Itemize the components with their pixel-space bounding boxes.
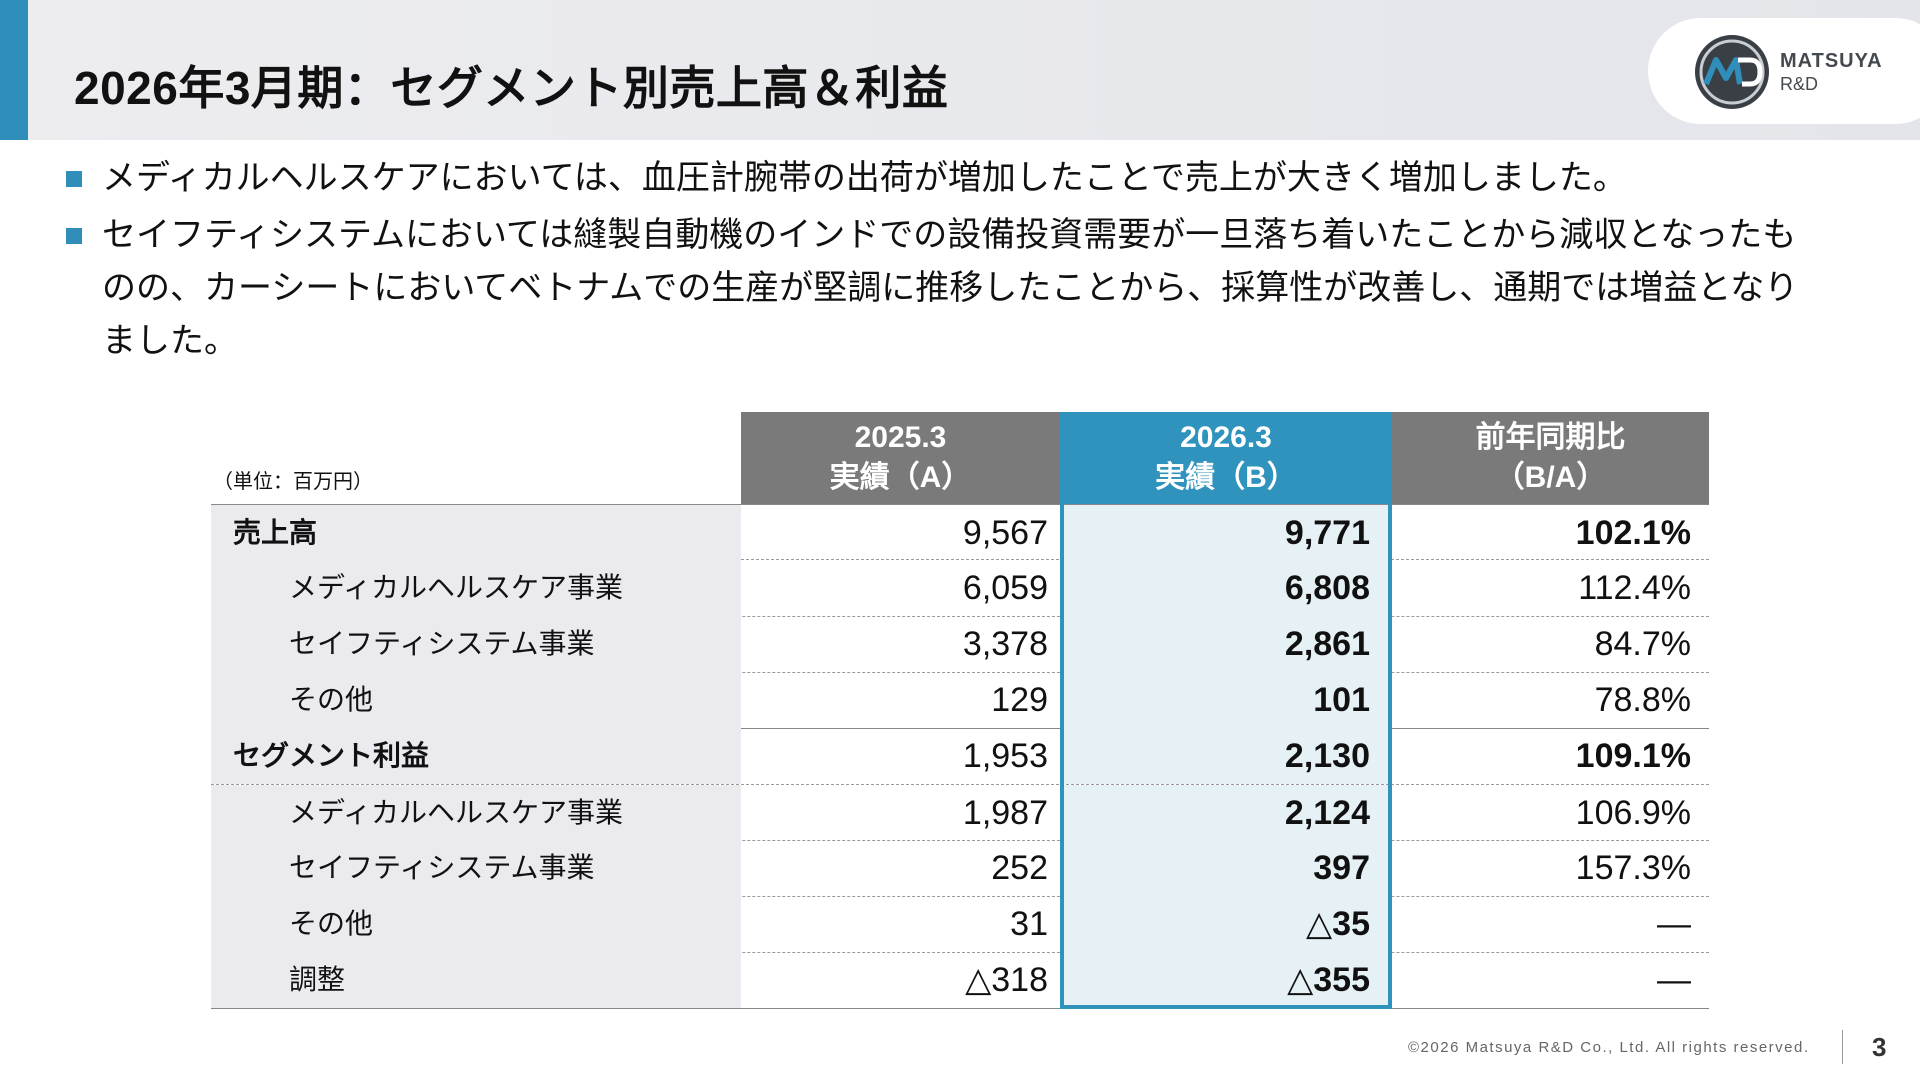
value-fy2026: △355 — [1060, 952, 1392, 1008]
value-fy2026: △35 — [1060, 896, 1392, 952]
table-row: セイフティシステム事業 252 397 157.3% — [211, 840, 1709, 897]
company-logo: MATSUYA R&D — [1648, 18, 1920, 124]
table-row: 売上高 9,567 9,771 102.1% — [211, 504, 1709, 561]
table-row: その他 129 101 78.8% — [211, 672, 1709, 729]
header-yoy-title: 前年同期比 — [1475, 421, 1626, 454]
square-bullet-icon — [66, 171, 82, 187]
header-band: 2026年3月期：セグメント別売上高＆利益 MATSUYA R&D — [0, 0, 1920, 140]
value-fy2025: 252 — [991, 849, 1048, 887]
value-yoy: 109.1% — [1575, 737, 1691, 775]
value-yoy: 102.1% — [1575, 514, 1691, 552]
value-fy2025: 9,567 — [962, 514, 1048, 552]
value-yoy: 157.3% — [1575, 849, 1691, 887]
summary-bullets: メディカルヘルスケアにおいては、血圧計腕帯の出荷が増加したことで売上が大きく増加… — [62, 152, 1822, 372]
table-row: セイフティシステム事業 3,378 2,861 84.7% — [211, 616, 1709, 673]
copyright-text: ©2026 Matsuya R&D Co., Ltd. All rights r… — [1408, 1039, 1810, 1056]
table-header: 2025.3 実績（A） 2026.3 実績（B） 前年同期比 （B/A） — [211, 412, 1709, 504]
value-fy2025: 6,059 — [962, 569, 1048, 607]
value-fy2026: 101 — [1060, 672, 1392, 728]
value-fy2025: 31 — [1010, 905, 1048, 943]
header-accent-bar — [0, 0, 28, 140]
mrd-circle-logo-icon — [1695, 35, 1769, 109]
value-fy2026: 2,130 — [1060, 728, 1392, 784]
value-yoy: 112.4% — [1578, 569, 1691, 607]
segment-table: 2025.3 実績（A） 2026.3 実績（B） 前年同期比 （B/A） 売上… — [211, 412, 1709, 1009]
value-yoy: ― — [1657, 905, 1691, 943]
unit-label: （単位：百万円） — [213, 471, 373, 493]
row-label: 売上高 — [211, 505, 741, 561]
header-fy2026: 2026.3 実績（B） — [1060, 412, 1392, 504]
bullet-item: セイフティシステムにおいては縫製自動機のインドでの設備投資需要が一旦落ち着いたこ… — [62, 209, 1822, 368]
value-fy2025: △318 — [965, 961, 1048, 999]
table-row: その他 31 △35 ― — [211, 896, 1709, 953]
value-fy2025: 129 — [991, 681, 1048, 719]
table-row: セグメント利益 1,953 2,130 109.1% — [211, 728, 1709, 784]
table-row: メディカルヘルスケア事業 6,059 6,808 112.4% — [211, 560, 1709, 617]
value-fy2025: 1,987 — [962, 794, 1048, 832]
header-fy2026-label: 実績（B） — [1155, 461, 1297, 494]
value-fy2025: 3,378 — [962, 625, 1048, 663]
page-number: 3 — [1872, 1032, 1887, 1062]
row-label: その他 — [211, 672, 741, 728]
square-bullet-icon — [66, 228, 82, 244]
header-fy2025: 2025.3 実績（A） — [741, 412, 1060, 504]
value-yoy: ― — [1657, 961, 1691, 999]
header-yoy-formula: （B/A） — [1494, 461, 1607, 494]
bullet-text: セイフティシステムにおいては縫製自動機のインドでの設備投資需要が一旦落ち着いたこ… — [102, 216, 1799, 360]
header-fy2026-year: 2026.3 — [1180, 421, 1272, 454]
page-title: 2026年3月期：セグメント別売上高＆利益 — [74, 62, 949, 114]
row-label: セグメント利益 — [211, 728, 741, 784]
bullet-item: メディカルヘルスケアにおいては、血圧計腕帯の出荷が増加したことで売上が大きく増加… — [62, 152, 1822, 205]
footer-divider — [1842, 1030, 1843, 1064]
row-label: メディカルヘルスケア事業 — [211, 785, 741, 841]
value-yoy: 84.7% — [1594, 625, 1691, 663]
value-fy2025: 1,953 — [962, 737, 1048, 775]
row-label: セイフティシステム事業 — [211, 616, 741, 672]
logo-sub: R&D — [1780, 74, 1819, 94]
bullet-text: メディカルヘルスケアにおいては、血圧計腕帯の出荷が増加したことで売上が大きく増加… — [102, 159, 1627, 197]
row-label: メディカルヘルスケア事業 — [211, 560, 741, 616]
table-row: 調整 △318 △355 ― — [211, 952, 1709, 1009]
value-fy2026: 2,861 — [1060, 616, 1392, 672]
value-yoy: 106.9% — [1575, 794, 1691, 832]
logo-name: MATSUYA — [1780, 50, 1883, 72]
value-fy2026: 6,808 — [1060, 560, 1392, 616]
row-label: その他 — [211, 896, 741, 952]
value-fy2026: 2,124 — [1060, 785, 1392, 841]
row-label: 調整 — [211, 952, 741, 1008]
header-fy2025-year: 2025.3 — [854, 421, 947, 454]
row-label: セイフティシステム事業 — [211, 840, 741, 896]
value-yoy: 78.8% — [1594, 681, 1691, 719]
value-fy2026: 9,771 — [1060, 505, 1392, 561]
table-row: メディカルヘルスケア事業 1,987 2,124 106.9% — [211, 784, 1709, 841]
header-fy2025-label: 実績（A） — [829, 461, 972, 494]
value-fy2026: 397 — [1060, 840, 1392, 896]
header-yoy: 前年同期比 （B/A） — [1392, 412, 1709, 504]
